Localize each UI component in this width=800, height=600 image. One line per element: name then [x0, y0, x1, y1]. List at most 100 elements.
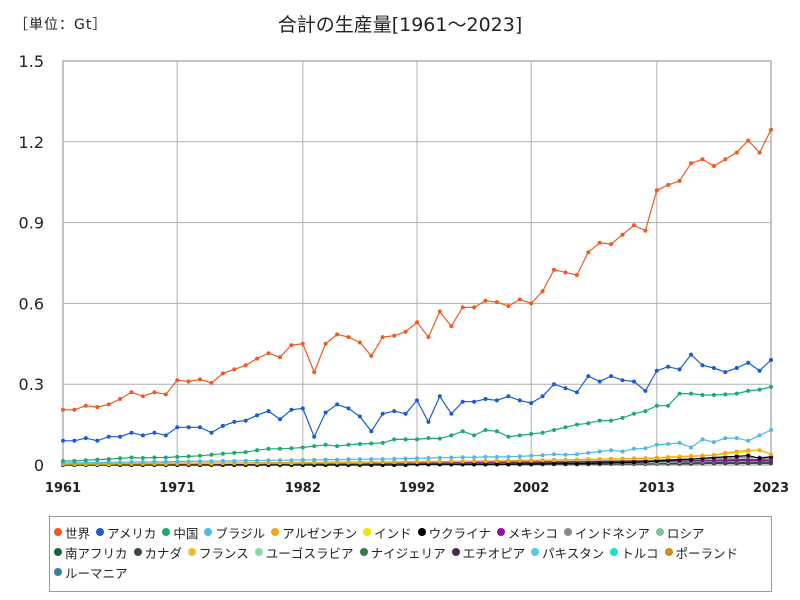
legend-label: 世界: [65, 525, 91, 541]
data-point: [106, 460, 111, 465]
data-point: [552, 428, 556, 432]
data-point: [609, 242, 614, 247]
legend-label: トルコ: [621, 545, 659, 561]
data-point: [563, 425, 568, 430]
data-point: [129, 390, 134, 395]
legend-label: インド: [374, 525, 412, 541]
data-point: [255, 413, 260, 418]
data-point: [677, 178, 682, 183]
legend-item: ユーゴスラビア: [254, 543, 354, 561]
data-point: [106, 457, 111, 462]
data-point: [597, 461, 602, 466]
data-point: [700, 157, 705, 162]
data-point: [540, 430, 545, 435]
data-point: [517, 433, 522, 438]
data-point: [118, 434, 123, 439]
legend-swatch: [655, 528, 664, 536]
data-point: [723, 370, 728, 375]
data-point: [483, 454, 488, 459]
legend-swatch: [54, 548, 62, 556]
data-point: [289, 407, 294, 412]
legend-item: ルーマニア: [54, 563, 128, 581]
unit-label: ［単位：Gt］: [14, 17, 108, 33]
data-point: [118, 397, 123, 401]
data-point: [300, 341, 305, 346]
data-point: [289, 458, 294, 463]
data-point: [335, 402, 340, 407]
data-point: [517, 398, 522, 403]
data-point: [586, 250, 591, 255]
data-point: [711, 393, 716, 397]
data-point: [597, 240, 602, 245]
data-point: [460, 305, 465, 310]
data-point: [654, 368, 659, 373]
data-point: [483, 298, 488, 303]
data-point: [449, 324, 454, 329]
data-point: [472, 305, 477, 310]
data-point: [711, 366, 716, 370]
data-point: [198, 425, 202, 430]
data-point: [380, 457, 385, 462]
data-point: [106, 434, 111, 439]
data-point: [609, 457, 614, 462]
data-point: [643, 446, 648, 451]
data-point: [426, 335, 431, 340]
data-point: [403, 437, 408, 442]
data-point: [232, 367, 237, 372]
data-point: [574, 457, 579, 462]
data-point: [346, 457, 351, 462]
data-point: [95, 405, 100, 410]
data-point: [734, 436, 739, 441]
data-point: [460, 399, 465, 404]
data-point: [335, 444, 340, 449]
data-point: [689, 445, 694, 450]
data-point: [654, 403, 659, 408]
data-point: [711, 453, 716, 458]
x-tick-label: 1982: [285, 481, 321, 496]
data-point: [746, 458, 751, 463]
data-point: [437, 455, 442, 460]
data-point: [483, 459, 488, 463]
data-point: [494, 454, 499, 459]
chart-legend: 世界 アメリカ 中国 ブラジル アルゼンチン インド ウクライナ メキシコ インドネシア ロシア南…: [49, 516, 772, 592]
data-point: [380, 440, 385, 445]
data-point: [620, 232, 625, 237]
data-point: [152, 459, 157, 464]
data-point: [426, 456, 431, 460]
data-point: [586, 450, 591, 455]
legend-swatch: [54, 568, 62, 576]
data-point: [746, 138, 751, 143]
data-point: [597, 418, 602, 423]
data-point: [243, 450, 248, 455]
data-point: [723, 450, 728, 455]
data-point: [769, 384, 773, 389]
data-point: [677, 454, 682, 459]
data-point: [83, 458, 88, 463]
data-point: [220, 451, 225, 456]
data-point: [689, 161, 694, 166]
data-point: [278, 417, 282, 422]
data-point: [232, 419, 237, 424]
legend-item: 南アフリカ: [54, 543, 128, 561]
legend-item: インドネシア: [563, 523, 650, 541]
legend-item: ナイジェリア: [359, 543, 446, 561]
legend-label: アルゼンチン: [282, 525, 358, 541]
legend-swatch: [531, 548, 540, 556]
data-point: [357, 457, 362, 462]
legend-label: ルーマニア: [65, 565, 128, 581]
legend-label: アメリカ: [107, 525, 157, 541]
data-point: [243, 363, 248, 368]
data-point: [700, 453, 705, 458]
data-point: [700, 393, 705, 397]
legend-item: ブラジル: [204, 523, 265, 541]
data-point: [563, 452, 568, 457]
data-point: [289, 343, 294, 348]
legend-item: インド: [363, 523, 412, 541]
data-point: [723, 392, 728, 397]
data-point: [323, 457, 328, 462]
data-point: [734, 366, 739, 370]
data-point: [437, 309, 442, 314]
data-point: [357, 340, 362, 345]
data-point: [198, 453, 202, 458]
data-point: [654, 456, 659, 460]
